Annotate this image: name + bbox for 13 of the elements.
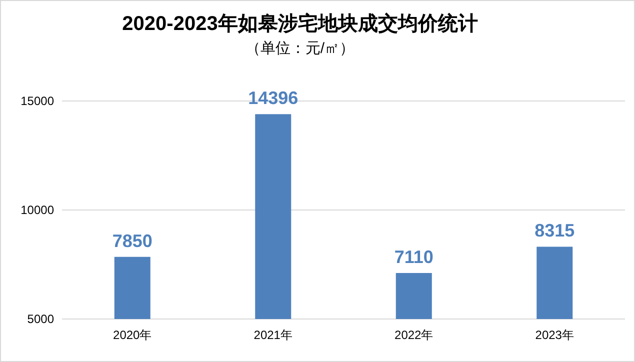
data-label: 7110 (394, 247, 434, 267)
data-label: 7850 (112, 230, 152, 251)
x-tick-label: 2021年 (254, 328, 292, 342)
x-tick-label: 2023年 (535, 328, 574, 342)
chart-title: 2020-2023年如皋涉宅地块成交均价统计 (122, 12, 478, 35)
y-tick-label: 5000 (27, 312, 54, 326)
x-tick-label: 2020年 (113, 328, 152, 342)
chart-subtitle: （单位：元/㎡） (245, 40, 355, 57)
x-tick-label: 2022年 (394, 328, 434, 342)
data-label: 8315 (534, 220, 575, 241)
y-tick-label: 10000 (20, 203, 54, 217)
data-label: 14396 (248, 88, 298, 108)
y-tick-label: 15000 (20, 94, 54, 108)
